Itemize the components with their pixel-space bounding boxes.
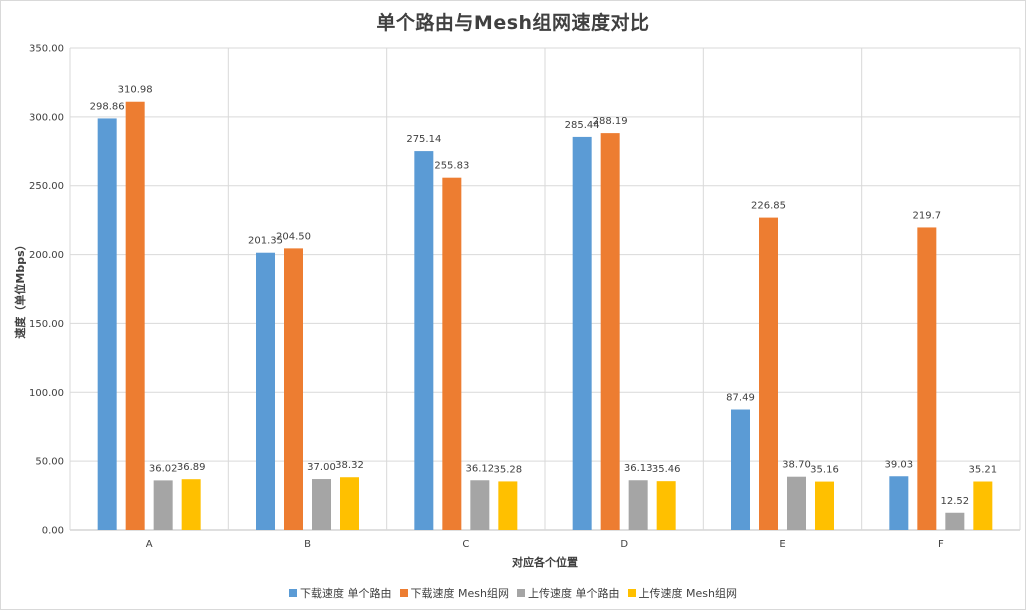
legend-swatch: [399, 589, 408, 597]
gridlines: [69, 47, 1021, 531]
y-tick-label: 300.00: [29, 112, 64, 123]
data-label: 35.46: [652, 464, 681, 475]
legend-swatch: [627, 589, 636, 597]
bar: [284, 248, 303, 531]
data-label: 36.13: [624, 463, 653, 474]
x-tick-label: C: [462, 539, 469, 550]
y-axis-ticks: 0.00 50.00 100.00 150.00 200.00 250.00 300.00 3…: [29, 44, 64, 537]
data-label: 35.21: [969, 465, 998, 476]
legend: 下载速度 单个路由 下载速度 Mesh组网 上传速度 单个路由 上传速度 Mesh组网: [0, 585, 1026, 601]
x-axis-title: 对应各个位置: [512, 555, 578, 569]
data-label: 285.44: [565, 120, 600, 131]
bar: [973, 481, 993, 530]
bar: [312, 479, 331, 530]
data-label: 226.85: [751, 201, 786, 212]
y-tick-label: 200.00: [29, 250, 64, 261]
bar: [787, 476, 806, 530]
data-label: 219.7: [913, 210, 942, 221]
bar: [917, 227, 937, 530]
bar: [815, 481, 834, 530]
data-label: 35.28: [494, 464, 523, 475]
bar: [256, 252, 275, 530]
y-tick-label: 100.00: [29, 388, 64, 399]
legend-label: 上传速度 单个路由: [528, 587, 620, 600]
legend-item: 下载速度 Mesh组网: [399, 585, 509, 601]
data-label: 310.98: [118, 85, 153, 96]
data-label: 255.83: [434, 161, 469, 172]
bar: [340, 477, 359, 530]
data-label: 201.35: [248, 236, 283, 247]
bar: [600, 133, 620, 530]
bars: [97, 101, 993, 531]
bar: [945, 512, 965, 530]
bar: [889, 476, 909, 530]
bar: [759, 217, 778, 530]
legend-swatch: [289, 589, 298, 597]
y-axis-title: 速度（单位Mbps）: [13, 239, 27, 338]
data-label: 37.00: [307, 462, 336, 473]
x-tick-label: D: [620, 539, 628, 550]
data-label: 35.16: [810, 465, 839, 476]
data-label: 36.02: [149, 463, 178, 474]
y-tick-label: 250.00: [29, 181, 64, 192]
bar: [470, 480, 490, 530]
x-tick-label: F: [938, 539, 944, 550]
legend-item: 上传速度 Mesh组网: [627, 585, 737, 601]
legend-label: 下载速度 单个路由: [300, 587, 392, 600]
data-label: 38.70: [782, 460, 811, 471]
bar: [414, 151, 434, 531]
y-tick-label: 350.00: [29, 44, 64, 55]
data-label: 12.52: [941, 496, 970, 507]
data-label: 275.14: [406, 134, 441, 145]
y-tick-label: 0.00: [42, 526, 64, 537]
legend-label: 下载速度 Mesh组网: [410, 587, 509, 600]
bar: [731, 409, 750, 530]
bar: [181, 479, 201, 530]
bar: [442, 177, 462, 530]
bar: [498, 481, 518, 530]
x-tick-label: B: [304, 539, 311, 550]
x-tick-label: E: [779, 539, 785, 550]
legend-item: 上传速度 单个路由: [517, 585, 620, 601]
data-label: 36.89: [177, 462, 206, 473]
y-tick-label: 50.00: [35, 457, 64, 468]
bar: [153, 480, 173, 530]
chart-title: 单个路由与Mesh组网速度对比: [376, 12, 650, 34]
bar: [572, 136, 592, 531]
data-label: 36.12: [466, 463, 495, 474]
data-label: 38.32: [335, 460, 364, 471]
legend-swatch: [517, 589, 525, 597]
data-label: 298.86: [90, 101, 125, 112]
x-axis-ticks: A B C D E F: [146, 539, 944, 550]
bar: [125, 101, 145, 530]
data-label: 87.49: [726, 393, 755, 404]
data-label: 204.50: [276, 231, 311, 242]
bar: [628, 480, 648, 530]
x-tick-label: A: [146, 539, 153, 550]
legend-item: 下载速度 单个路由: [289, 585, 392, 601]
data-label: 288.19: [593, 116, 628, 127]
data-label: 39.03: [885, 459, 914, 470]
legend-label: 上传速度 Mesh组网: [638, 587, 737, 600]
bar: [97, 118, 117, 530]
data-labels: 298.86 201.35 275.14 285.44 87.49 39.03 310.98…: [90, 85, 997, 507]
y-tick-label: 150.00: [29, 319, 64, 330]
bar: [656, 481, 676, 530]
